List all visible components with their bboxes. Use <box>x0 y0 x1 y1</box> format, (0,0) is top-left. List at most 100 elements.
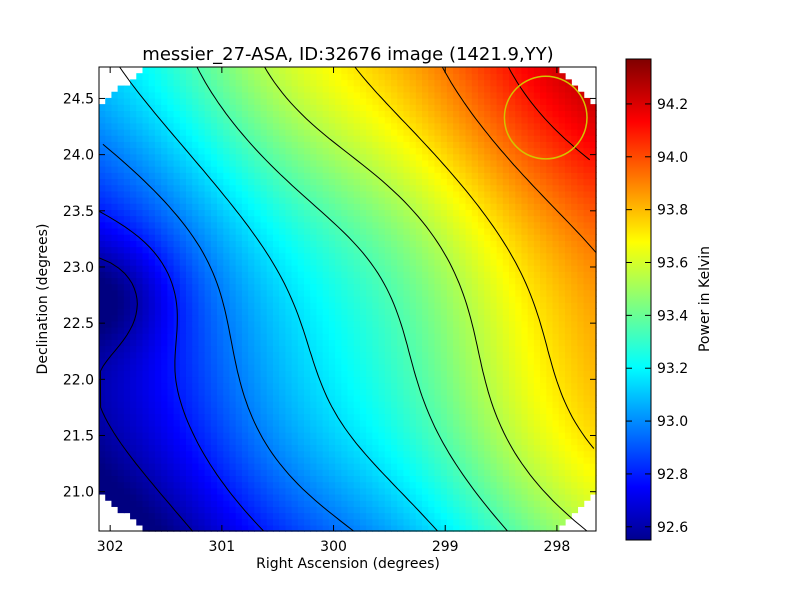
heatmap-cell <box>248 314 256 322</box>
heatmap-cell <box>446 493 454 501</box>
heatmap-cell <box>322 456 330 464</box>
heatmap-cell <box>117 141 125 149</box>
heatmap-cell <box>179 308 187 316</box>
heatmap-cell <box>341 512 349 520</box>
heatmap-cell <box>453 487 461 495</box>
heatmap-cell <box>440 456 448 464</box>
heatmap-cell <box>130 246 137 254</box>
heatmap-cell <box>210 215 218 223</box>
heatmap-cell <box>260 203 268 210</box>
heatmap-cell <box>440 271 448 279</box>
heatmap-cell <box>366 184 374 192</box>
heatmap-cell <box>428 190 436 198</box>
heatmap-cell <box>465 314 473 322</box>
heatmap-cell <box>117 289 125 297</box>
heatmap-cell <box>440 320 448 328</box>
heatmap-cell <box>440 203 448 210</box>
heatmap-cell <box>316 246 324 254</box>
heatmap-cell <box>583 339 591 347</box>
heatmap-cell <box>148 407 156 415</box>
heatmap-cell <box>577 246 585 254</box>
heatmap-cell <box>552 227 560 235</box>
heatmap-cell <box>465 283 473 291</box>
heatmap-cell <box>577 456 585 464</box>
heatmap-cell <box>589 209 597 217</box>
heatmap-cell <box>328 493 336 501</box>
heatmap-cell <box>552 271 560 279</box>
heatmap-cell <box>161 456 169 464</box>
heatmap-cell <box>341 264 349 272</box>
heatmap-cell <box>446 456 454 464</box>
heatmap-cell <box>409 326 417 334</box>
heatmap-cell <box>440 314 448 322</box>
heatmap-cell <box>359 357 367 365</box>
heatmap-cell <box>99 141 106 149</box>
heatmap-cell <box>229 419 237 427</box>
heatmap-cell <box>229 159 237 167</box>
heatmap-cell <box>241 401 249 408</box>
heatmap-cell <box>415 165 423 173</box>
heatmap-cell <box>241 462 249 470</box>
heatmap-cell <box>490 172 498 180</box>
heatmap-cell <box>359 190 367 198</box>
heatmap-cell <box>564 246 572 254</box>
heatmap-cell <box>136 141 144 149</box>
heatmap-cell <box>161 221 169 229</box>
heatmap-cell <box>272 419 280 427</box>
heatmap-cell <box>359 363 367 371</box>
heatmap-cell <box>167 289 175 297</box>
heatmap-cell <box>235 221 243 229</box>
heatmap-cell <box>285 184 293 192</box>
heatmap-cell <box>185 264 193 272</box>
heatmap-cell <box>235 190 243 198</box>
heatmap-cell <box>161 190 169 198</box>
heatmap-cell <box>415 500 423 507</box>
heatmap-cell <box>453 283 461 291</box>
heatmap-cell <box>328 302 336 309</box>
heatmap-cell <box>440 500 448 507</box>
heatmap-cell <box>217 357 224 365</box>
heatmap-cell <box>235 419 243 427</box>
heatmap-cell <box>322 240 330 248</box>
heatmap-cell <box>179 196 187 204</box>
heatmap-cell <box>589 271 597 279</box>
heatmap-cell <box>229 289 237 297</box>
heatmap-cell <box>390 264 398 272</box>
heatmap-cell <box>453 252 461 260</box>
heatmap-cell <box>285 394 293 402</box>
heatmap-cell <box>142 438 150 446</box>
heatmap-cell <box>422 339 429 347</box>
heatmap-cell <box>99 196 106 204</box>
heatmap-cell <box>366 196 374 204</box>
heatmap-cell <box>428 432 436 439</box>
heatmap-cell <box>254 450 262 458</box>
heatmap-cell <box>546 419 554 427</box>
heatmap-cell <box>453 333 461 340</box>
heatmap-cell <box>583 345 591 353</box>
heatmap-cell <box>415 438 423 446</box>
heatmap-cell <box>179 184 187 192</box>
heatmap-cell <box>204 271 212 279</box>
heatmap-cell <box>161 246 169 254</box>
heatmap-cell <box>583 469 591 477</box>
heatmap-cell <box>509 518 516 526</box>
heatmap-cell <box>589 258 597 266</box>
heatmap-cell <box>223 178 231 186</box>
heatmap-cell <box>142 277 150 285</box>
heatmap-cell <box>564 215 572 223</box>
heatmap-cell <box>446 487 454 495</box>
heatmap-cell <box>260 289 268 297</box>
heatmap-cell <box>465 363 473 371</box>
heatmap-cell <box>173 419 181 427</box>
heatmap-cell <box>254 456 262 464</box>
heatmap-cell <box>304 295 311 303</box>
heatmap-cell <box>142 487 150 495</box>
heatmap-cell <box>490 215 498 223</box>
heatmap-cell <box>297 264 305 272</box>
heatmap-cell <box>185 438 193 446</box>
heatmap-cell <box>130 178 137 186</box>
heatmap-cell <box>161 444 169 452</box>
heatmap-cell <box>111 159 119 167</box>
heatmap-cell <box>204 407 212 415</box>
heatmap-cell <box>123 493 131 501</box>
